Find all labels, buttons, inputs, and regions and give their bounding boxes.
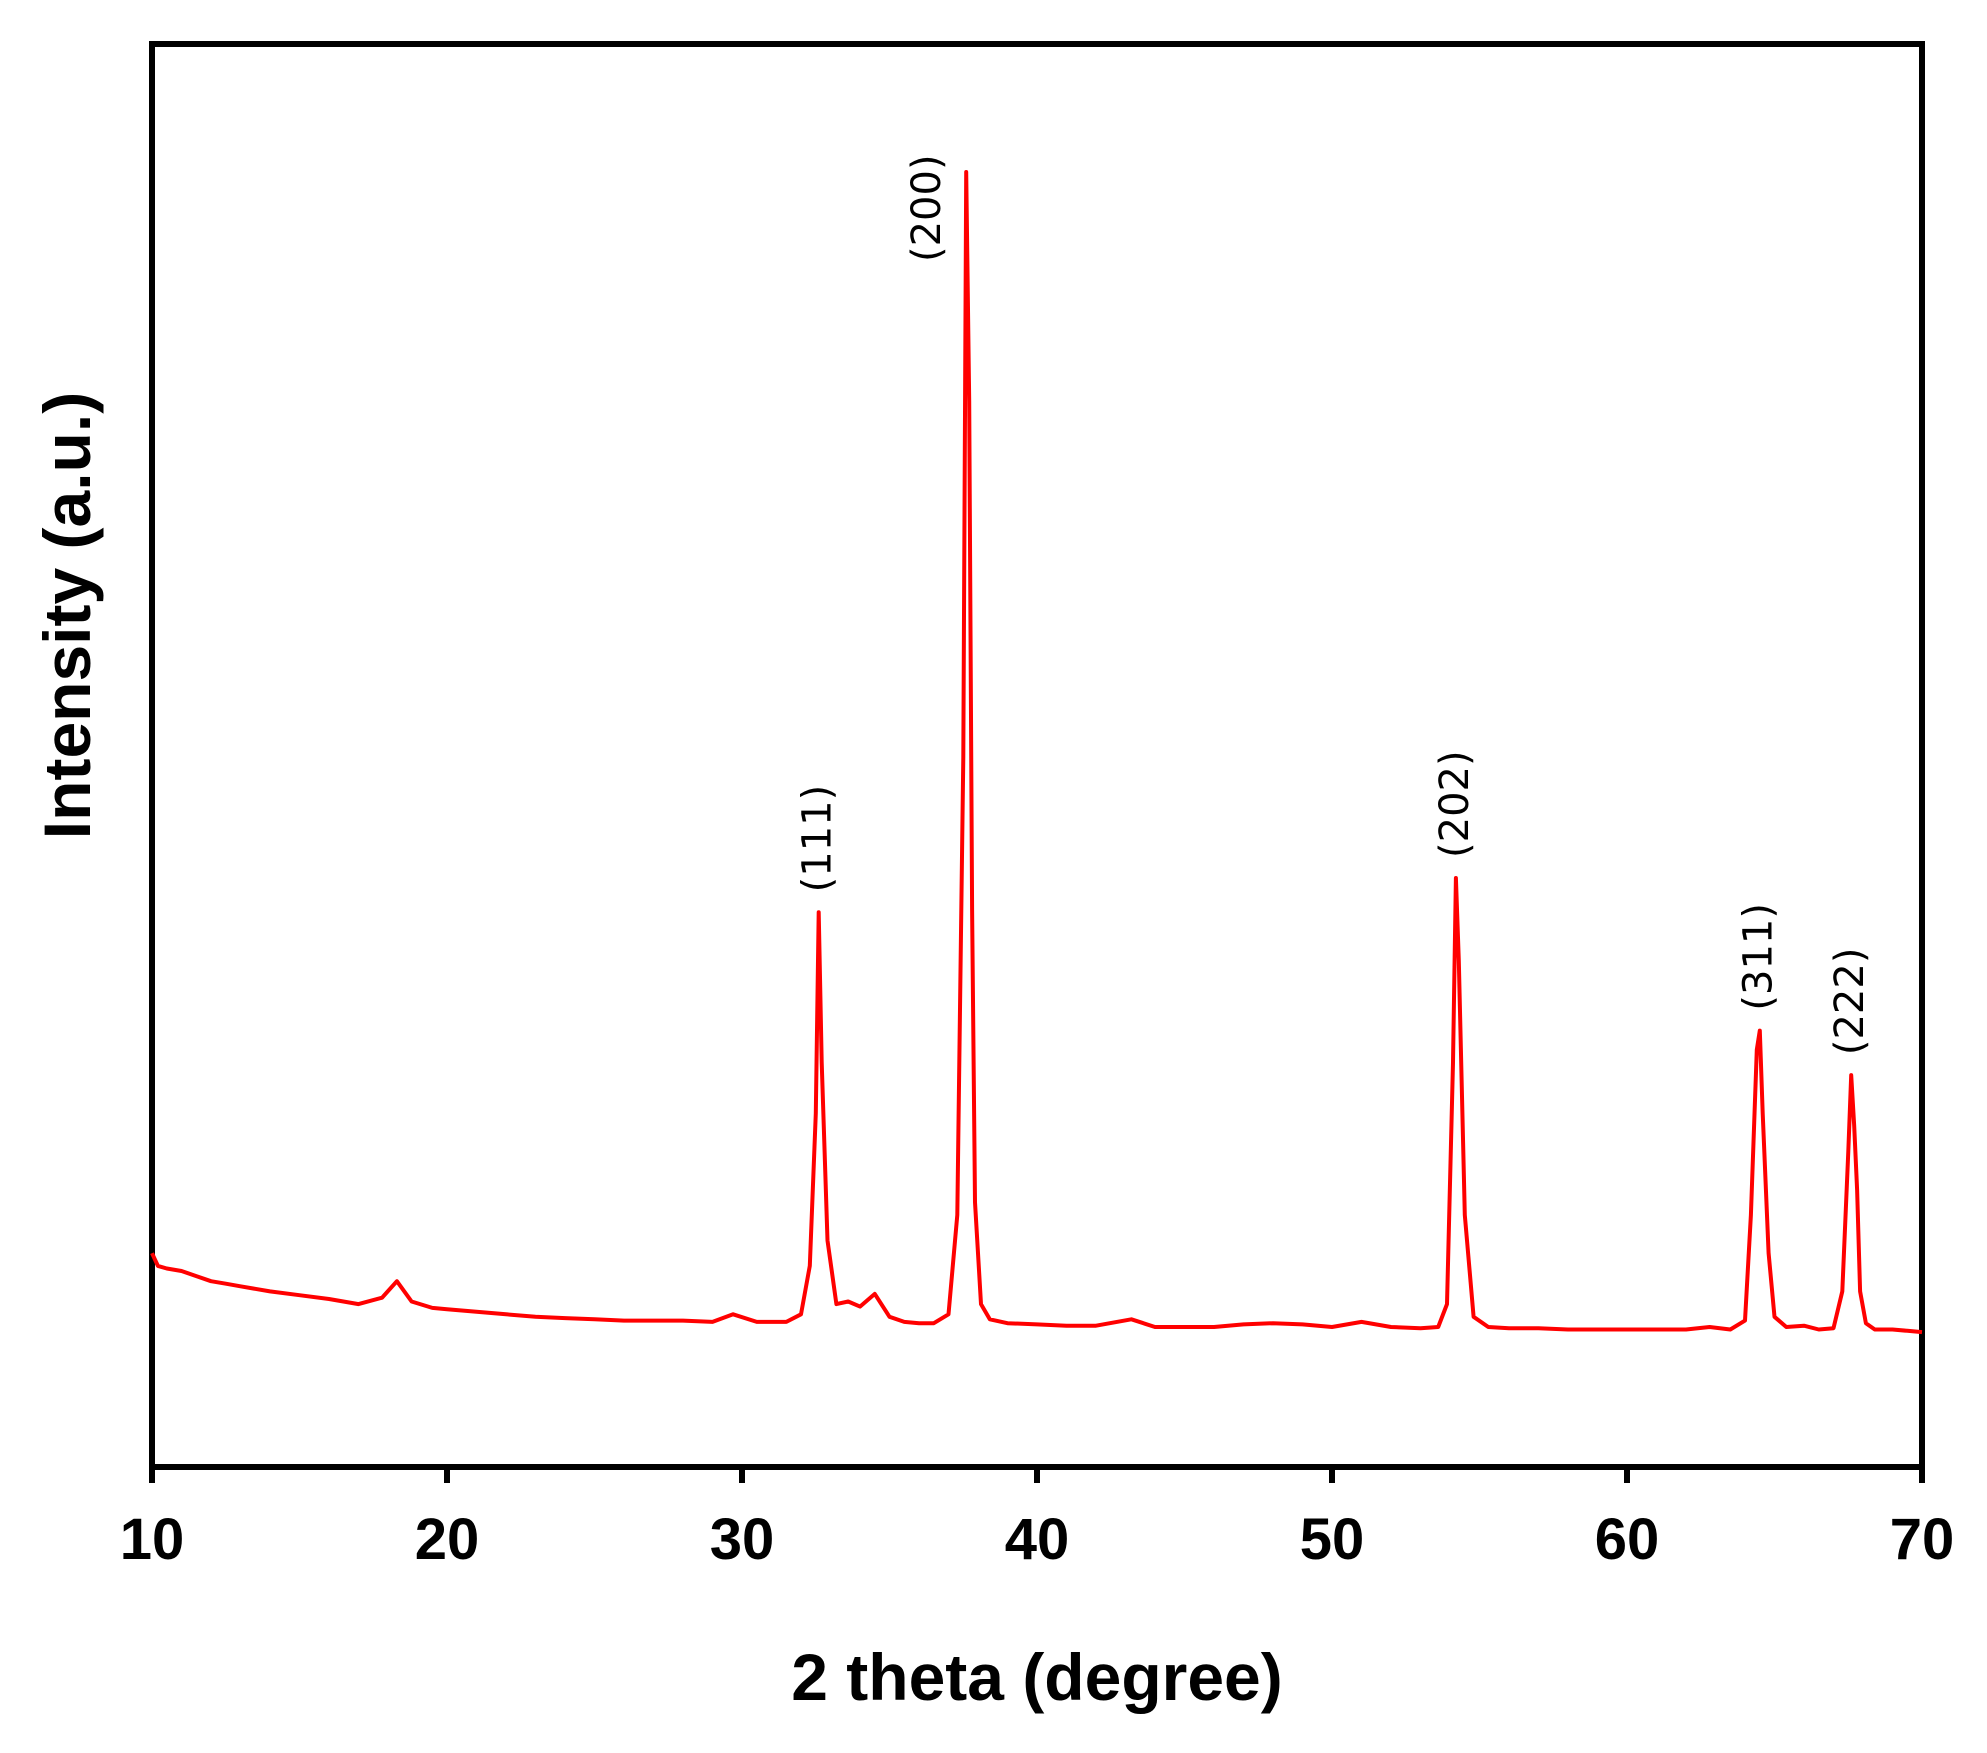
plot-frame bbox=[149, 41, 1925, 1470]
annotations-group: (111) (200) (202) (311) (222) bbox=[795, 154, 1873, 1056]
x-tick-label: 30 bbox=[710, 1507, 775, 1572]
x-tick-label: 50 bbox=[1300, 1507, 1365, 1572]
peak-annotation: (200) bbox=[904, 154, 950, 262]
y-axis-title: Intensity (a.u.) bbox=[30, 392, 104, 839]
peak-annotation: (202) bbox=[1432, 750, 1478, 858]
x-tick-label: 20 bbox=[415, 1507, 480, 1572]
x-tick-label: 60 bbox=[1595, 1507, 1660, 1572]
x-tick-label: 40 bbox=[1005, 1507, 1070, 1572]
axes-group bbox=[149, 41, 1925, 1470]
peak-annotation: (111) bbox=[795, 785, 841, 893]
x-ticks-group: 10 20 30 40 50 60 70 bbox=[120, 1467, 1955, 1572]
peak-annotation: (222) bbox=[1827, 948, 1873, 1056]
x-axis-title: 2 theta (degree) bbox=[791, 1640, 1282, 1714]
xrd-pattern-line bbox=[150, 170, 1923, 1335]
series-group bbox=[150, 170, 1923, 1335]
peak-annotation: (311) bbox=[1736, 903, 1782, 1011]
x-tick-label: 70 bbox=[1890, 1507, 1955, 1572]
x-tick-label: 10 bbox=[120, 1507, 185, 1572]
